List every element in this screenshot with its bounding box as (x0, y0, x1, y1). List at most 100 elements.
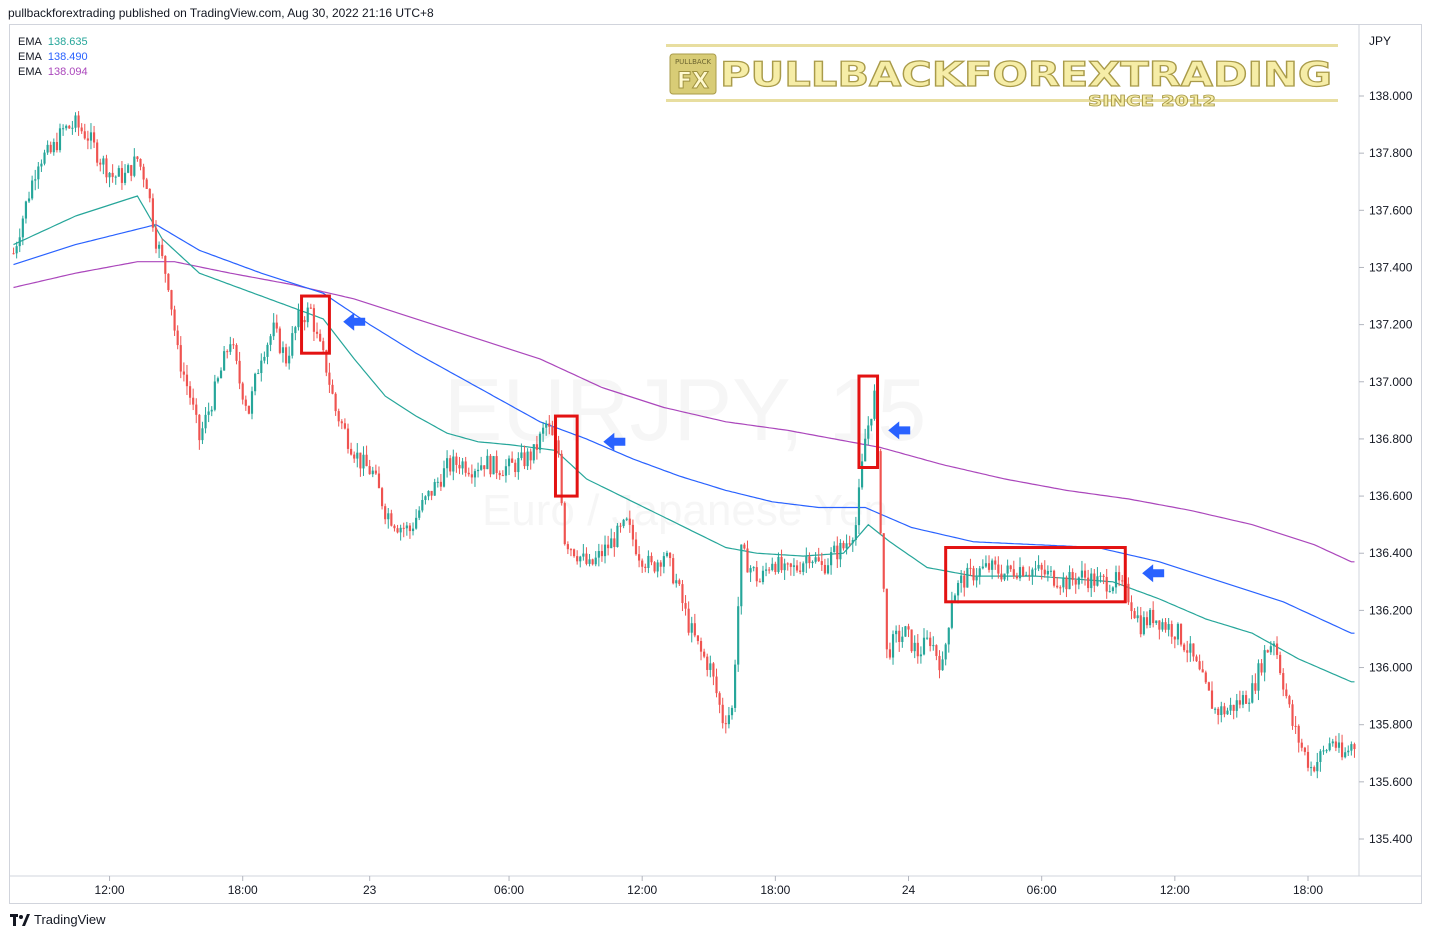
candle-body (167, 273, 170, 291)
candle (511, 451, 514, 463)
candle (904, 625, 907, 637)
candle-body (415, 517, 418, 529)
candle (950, 591, 953, 630)
candle (1316, 752, 1319, 779)
candle (504, 459, 508, 483)
price-axis[interactable]: 138.000 137.800 137.600 137.400 137.200 137.0… (1359, 89, 1413, 846)
candle-body (1161, 622, 1164, 630)
candle-body (656, 562, 659, 572)
candle-body (1251, 683, 1254, 703)
candle-body (1238, 700, 1241, 705)
candle-body (603, 544, 607, 557)
time-tick-label: 18:00 (760, 883, 790, 897)
candle (1198, 654, 1201, 671)
candle-body (288, 355, 291, 364)
candle-body (823, 564, 826, 574)
candle (1090, 568, 1093, 597)
candle-body (737, 606, 740, 665)
candle (43, 149, 46, 166)
candle (1297, 724, 1300, 753)
candle-body (1192, 643, 1195, 657)
candle (734, 659, 737, 713)
candle (860, 453, 864, 490)
price-tick-label: 135.400 (1369, 832, 1413, 846)
candle-body (904, 626, 907, 637)
candle-body (799, 570, 802, 572)
candle (799, 561, 802, 575)
candle-body (229, 344, 232, 352)
candle (582, 544, 585, 561)
time-tick-label: 12:00 (627, 883, 657, 897)
candle-body (31, 180, 34, 199)
candle-body (495, 456, 498, 473)
candle-body (833, 545, 836, 553)
candle (1108, 584, 1111, 593)
candle (65, 124, 68, 131)
candle-body (774, 563, 777, 572)
candle (963, 570, 966, 597)
candle (1152, 601, 1155, 628)
candle (1111, 586, 1114, 594)
legend-ema-slow-name: EMA (18, 66, 42, 78)
candle (830, 547, 833, 575)
candle-body (294, 327, 297, 334)
candle (170, 289, 173, 316)
candle-body (49, 144, 52, 153)
candle-body (826, 565, 830, 574)
candle (1266, 649, 1269, 653)
time-axis[interactable]: 12:00 18:00 23 06:00 12:00 18:00 24 06:00 12:00 1… (95, 876, 1324, 897)
candle (1248, 698, 1251, 712)
candle (520, 443, 523, 461)
ema-legend: EMA 138.635 EMA 138.490 EMA 138.094 (18, 35, 88, 80)
candle-body (1133, 611, 1136, 619)
candle-body (340, 421, 343, 424)
candle-body (795, 565, 799, 571)
candle (978, 565, 981, 585)
candle-body (693, 623, 696, 636)
candle (12, 247, 15, 255)
candle-body (492, 456, 495, 475)
candle-body (600, 551, 604, 557)
candle-body (1195, 656, 1198, 662)
candle (613, 532, 616, 557)
candle (1241, 690, 1245, 709)
candle-body (891, 634, 895, 658)
candle (1130, 595, 1133, 620)
candle (783, 558, 786, 580)
candle (730, 705, 734, 720)
candle (1167, 617, 1170, 637)
candle (188, 381, 192, 405)
candle (699, 637, 703, 661)
candle-body (613, 538, 616, 548)
candle (1204, 670, 1207, 684)
candle (1015, 572, 1018, 580)
candle (780, 549, 783, 573)
candle-body (331, 384, 334, 394)
candle-body (250, 391, 254, 414)
candle-body (470, 474, 473, 478)
candle (24, 200, 28, 224)
candle-body (1232, 704, 1235, 711)
candle-body (1223, 706, 1226, 715)
candle (424, 495, 427, 505)
candle (164, 255, 167, 283)
candle-body (929, 637, 932, 647)
candle (817, 547, 820, 562)
candle-body (727, 715, 730, 725)
candle (1322, 745, 1325, 755)
candle-body (1340, 742, 1344, 758)
footer-brand[interactable]: TradingView (10, 912, 106, 927)
candle-body (418, 510, 421, 518)
candle-body (1183, 644, 1186, 651)
candle-body (730, 707, 734, 716)
candle-body (501, 475, 504, 477)
candle (96, 139, 99, 167)
candle (213, 374, 216, 412)
candle (668, 552, 672, 567)
candle (997, 556, 1000, 579)
candle (845, 534, 848, 555)
candle-body (1170, 624, 1173, 637)
candle (498, 470, 501, 480)
candle-body (665, 552, 669, 557)
